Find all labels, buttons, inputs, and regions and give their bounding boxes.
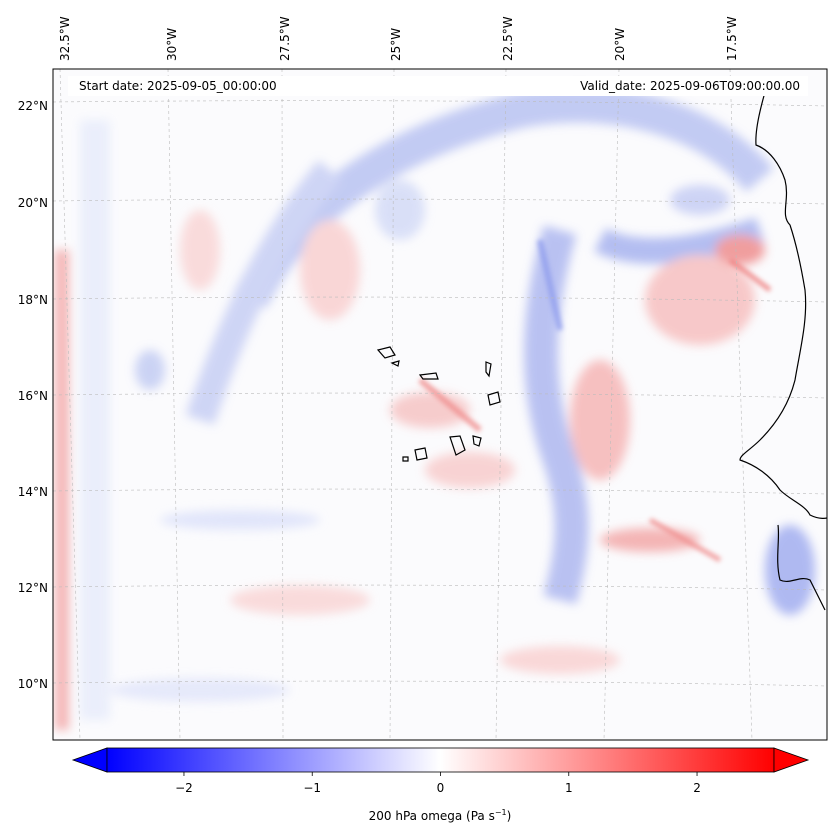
- lon-label: 30°W: [165, 28, 179, 61]
- gridline: [59, 69, 81, 740]
- field-patch: [110, 678, 290, 702]
- start-date: Start date: 2025-09-05_00:00:00: [79, 79, 277, 93]
- field-patch: [180, 210, 220, 290]
- field-patch: [300, 220, 360, 320]
- coastline-island: [418, 372, 439, 380]
- field-patch: [645, 255, 755, 345]
- field-patch: [390, 392, 470, 428]
- colorbar-low-extend: [71, 747, 108, 773]
- valid-date: Valid_date: 2025-09-06T09:00:00.00: [580, 79, 800, 93]
- coastline-island: [472, 435, 482, 447]
- map-area: [53, 69, 827, 740]
- field-patch: [375, 180, 425, 240]
- colorbar-tick-label: 1: [565, 781, 573, 795]
- lon-label: 17.5°W: [725, 16, 739, 61]
- colorbar-tick-label: 2: [693, 781, 701, 795]
- gridline: [53, 584, 827, 591]
- colorbar: −2 −1 0 1 2 200 hPa omega (Pa s−1): [71, 747, 810, 823]
- coastline-island: [449, 435, 466, 456]
- coastlines: [376, 91, 827, 611]
- lat-label: 12°N: [18, 581, 48, 595]
- header-box: [68, 76, 808, 96]
- coastline-island: [487, 391, 501, 406]
- lon-label: 27.5°W: [278, 16, 292, 61]
- lon-label: 20°W: [613, 28, 627, 61]
- coastline-mainland: [739, 91, 827, 519]
- lat-label: 14°N: [18, 485, 48, 499]
- field-patch: [500, 646, 620, 674]
- field-streak: [418, 377, 482, 433]
- lon-label: 32.5°W: [58, 16, 72, 61]
- lat-label: 22°N: [18, 99, 48, 113]
- latitude-labels: 22°N 20°N 18°N 16°N 14°N 12°N 10°N: [18, 99, 48, 691]
- gridline: [603, 69, 620, 740]
- gridline: [53, 680, 827, 687]
- field-patch: [135, 350, 165, 390]
- lon-label: 22.5°W: [501, 16, 515, 61]
- field-patch: [570, 360, 630, 480]
- omega-field: [55, 86, 815, 730]
- field-patch: [715, 235, 765, 265]
- lat-label: 16°N: [18, 389, 48, 403]
- colorbar-title: 200 hPa omega (Pa s−1): [369, 808, 512, 823]
- colorbar-tick-label: −1: [303, 781, 321, 795]
- gridline: [53, 488, 827, 495]
- coastline-island: [376, 346, 396, 359]
- colorbar-tick-label: 0: [437, 781, 445, 795]
- gridline: [167, 69, 181, 740]
- lat-label: 18°N: [18, 293, 48, 307]
- colorbar-tick-label: −2: [175, 781, 193, 795]
- map-gridlines: [53, 69, 827, 740]
- gridline: [281, 69, 284, 740]
- field-patch: [80, 120, 110, 720]
- field-streak: [728, 258, 772, 292]
- map-frame: [52, 68, 828, 741]
- field-band: [524, 225, 589, 605]
- gridline: [729, 69, 753, 740]
- gridline: [53, 392, 827, 399]
- field-band: [185, 160, 342, 425]
- colorbar-high-extend: [773, 747, 810, 773]
- colorbar-gradient: [106, 747, 775, 773]
- lat-label: 10°N: [18, 677, 48, 691]
- coastline-island: [390, 360, 400, 367]
- gridline: [389, 69, 395, 740]
- field-patch: [670, 185, 730, 215]
- field-patch: [230, 585, 370, 615]
- gridline: [53, 198, 827, 205]
- coastline-guinea: [777, 524, 826, 611]
- longitude-labels: 32.5°W 30°W 27.5°W 25°W 22.5°W 20°W 17.5…: [58, 16, 739, 61]
- gridline: [495, 69, 507, 740]
- field-patch: [765, 525, 815, 615]
- field-patch: [160, 510, 320, 530]
- lat-label: 20°N: [18, 196, 48, 210]
- colorbar-ticks: −2 −1 0 1 2: [175, 772, 701, 795]
- gridline: [53, 296, 827, 303]
- coastline-island: [402, 456, 409, 462]
- field-patch: [425, 452, 515, 488]
- gridline: [53, 100, 827, 107]
- coastline-island: [414, 447, 428, 461]
- field-streak: [537, 239, 563, 331]
- lon-label: 25°W: [389, 28, 403, 61]
- field-streak: [648, 517, 722, 563]
- field-patch: [55, 250, 69, 730]
- coastline-island: [485, 361, 492, 378]
